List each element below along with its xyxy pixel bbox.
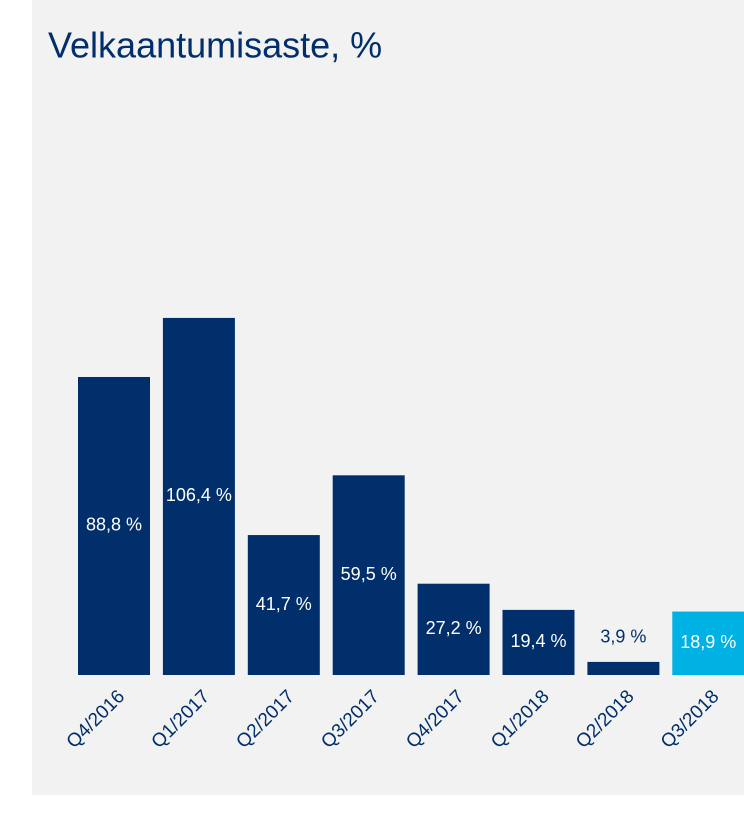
value-label: 19,4 %: [510, 631, 566, 651]
value-label: 18,9 %: [680, 632, 736, 652]
value-label: 59,5 %: [341, 564, 397, 584]
value-label: 27,2 %: [426, 618, 482, 638]
bar: [672, 611, 744, 675]
bar: [247, 535, 320, 675]
bar: [162, 317, 235, 675]
value-label: 41,7 %: [256, 594, 312, 614]
chart-title: Velkaantumisaste, %: [48, 25, 382, 66]
bar: [78, 376, 150, 675]
bar: [587, 661, 660, 675]
value-label: 88,8 %: [86, 515, 142, 535]
value-label: 106,4 %: [166, 485, 232, 505]
bar: [417, 583, 490, 675]
bar: [332, 475, 405, 675]
bar: [502, 609, 575, 675]
value-label: 3,9 %: [600, 627, 646, 647]
